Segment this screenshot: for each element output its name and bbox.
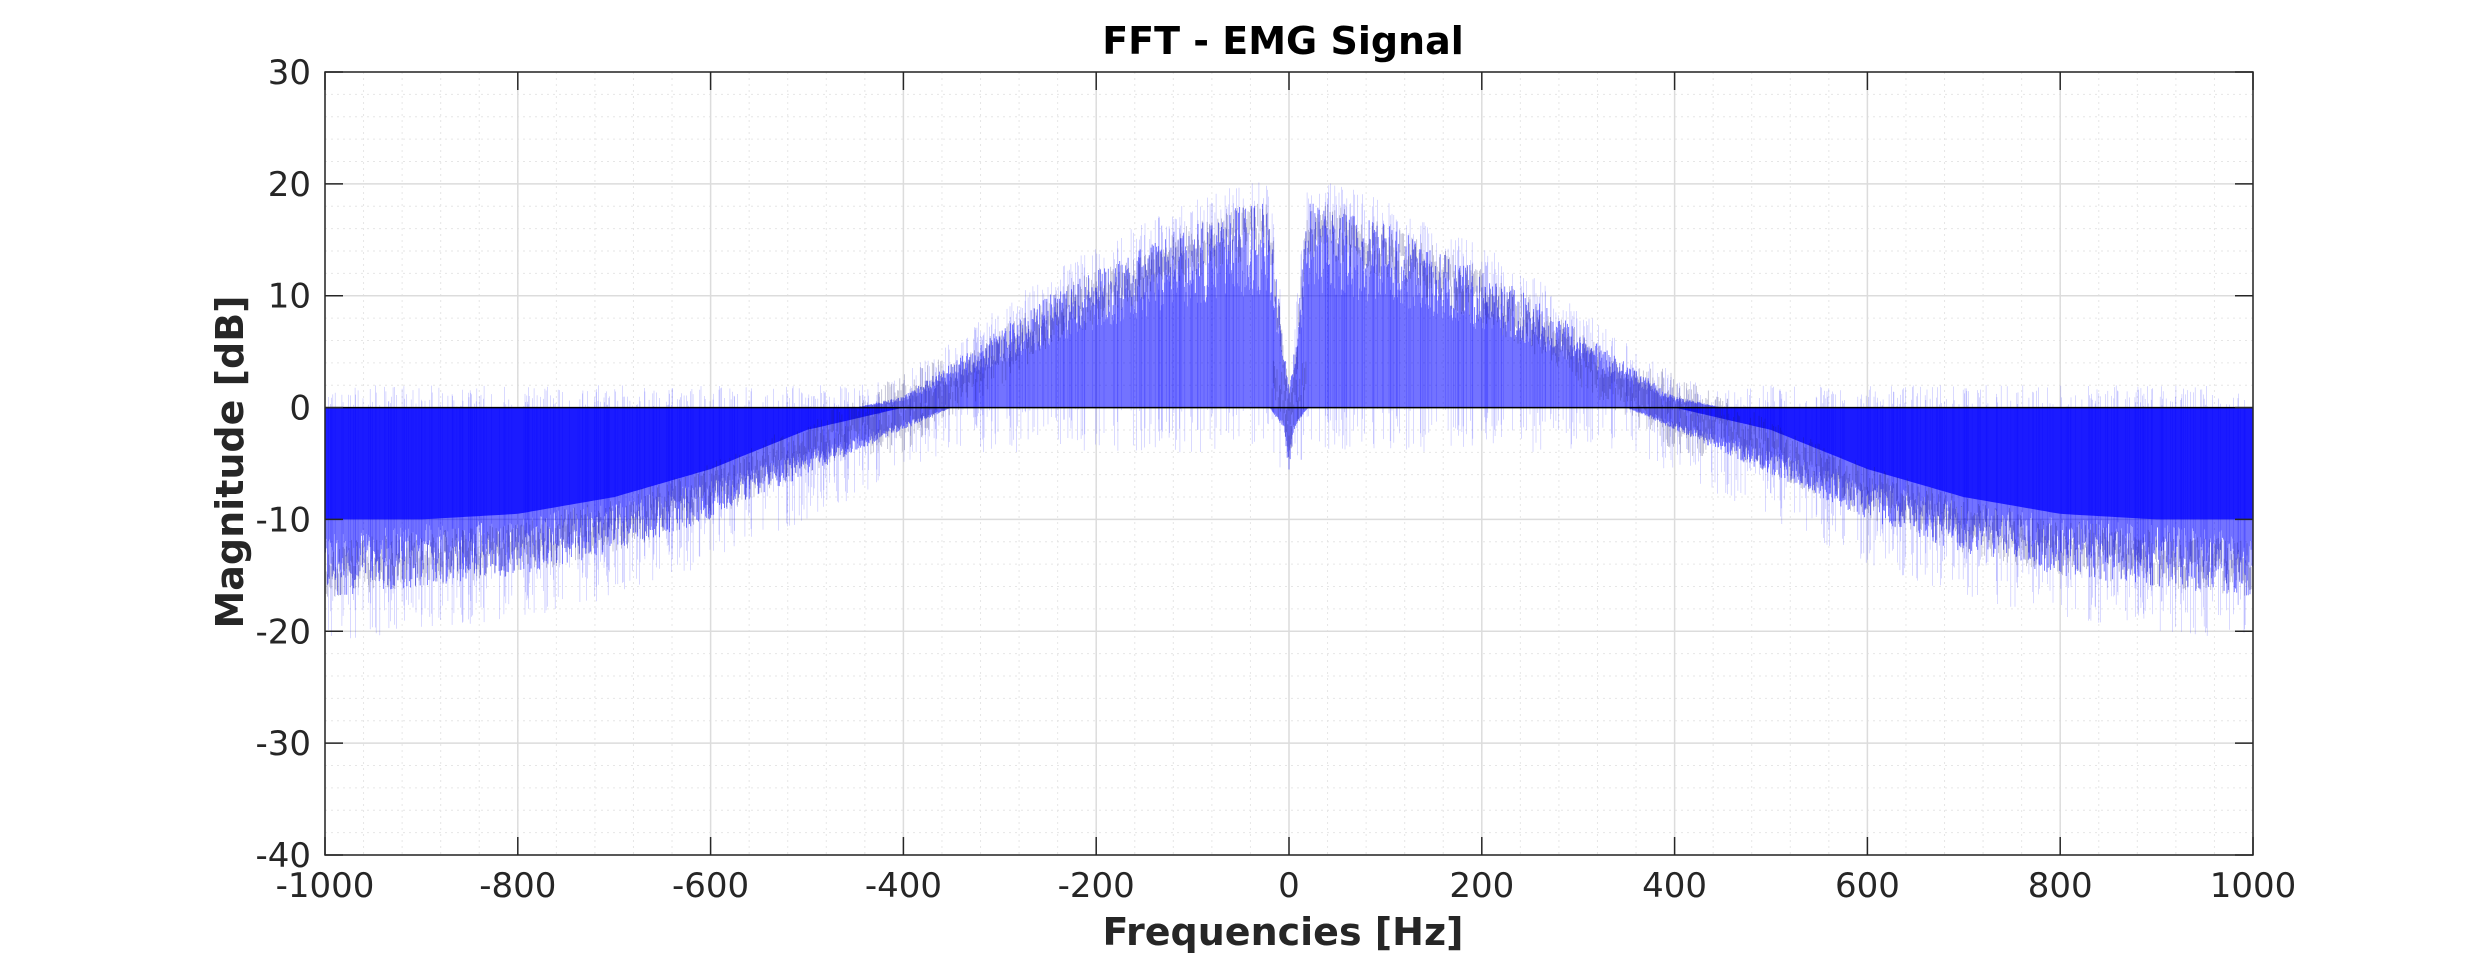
x-tick-label: 1000 [2210,866,2297,906]
x-tick-label: 200 [1449,866,1514,906]
y-tick-label: 0 [289,389,311,429]
y-tick-label: -20 [255,612,311,652]
y-tick-label: -30 [255,724,311,764]
x-tick-label: 600 [1835,866,1900,906]
x-tick-label: -200 [1058,866,1135,906]
x-axis-title: Frequencies [Hz] [1103,910,1464,954]
y-tick-label: 20 [268,165,311,205]
y-tick-label: -10 [255,500,311,540]
x-tick-label: -600 [672,866,749,906]
y-tick-label: 10 [268,277,311,317]
x-tick-label: 400 [1642,866,1707,906]
x-tick-label: -800 [479,866,556,906]
x-axis-ticks: -1000 -800 -600 -400 -200 0 200 400 600 800 1000 [276,72,2297,906]
chart-title: FFT - EMG Signal [1102,19,1464,63]
y-axis-ticks: -40 -30 -20 -10 0 10 20 30 [255,53,2253,876]
y-tick-label: 30 [268,53,311,93]
y-tick-label: -40 [255,836,311,876]
x-tick-label: -400 [865,866,942,906]
x-tick-label: 800 [2028,866,2093,906]
x-tick-label: 0 [1278,866,1300,906]
x-tick-label: -1000 [276,866,375,906]
data-layer [324,182,2254,639]
y-axis-title: Magnitude [dB] [208,295,252,628]
